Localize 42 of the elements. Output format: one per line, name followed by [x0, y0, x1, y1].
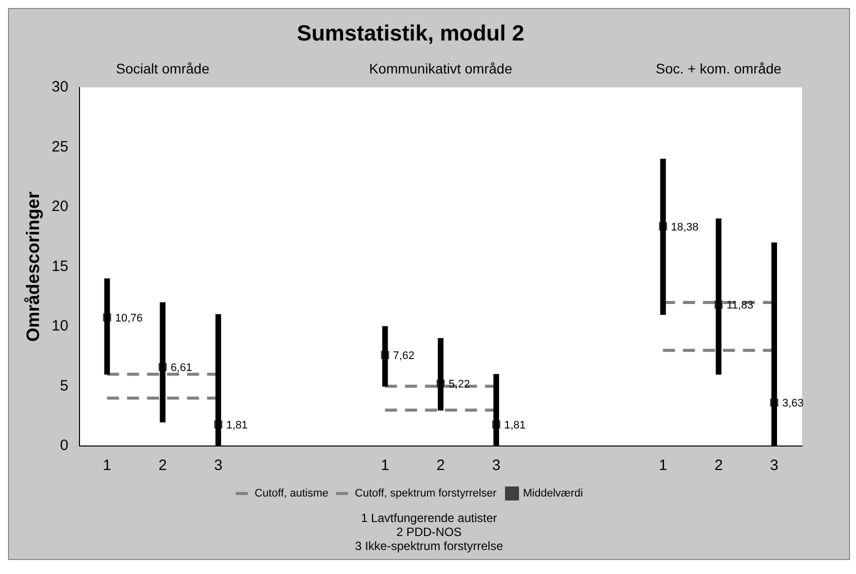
text: 2 PDD-NOS: [396, 525, 462, 539]
text: Socialt område: [116, 60, 210, 76]
x-tick-label: 3: [214, 457, 222, 474]
data-label: 3,63: [782, 398, 804, 410]
data-label: 10,76: [115, 312, 143, 324]
x-tick-label: 1: [380, 457, 390, 474]
bar: [716, 218, 722, 375]
y-axis-title: Områdescoringer: [22, 192, 43, 342]
y-tick-label: 25: [52, 138, 68, 156]
x-tick-label: 1: [658, 457, 668, 474]
data-label: 11,83: [726, 300, 754, 312]
text: Kommunikativt område: [369, 60, 512, 76]
bar: [438, 338, 444, 410]
bar: [660, 158, 666, 315]
text: Soc. + kom. område: [656, 60, 782, 76]
bar: [382, 326, 388, 387]
data-label: 1,81: [226, 419, 248, 432]
legend-label: Cutoff, autisme: [254, 488, 328, 500]
data-label: 1,81: [504, 419, 526, 432]
x-tick-label: 2: [714, 457, 723, 474]
x-tick-label: 2: [158, 457, 167, 474]
bar: [160, 302, 166, 422]
data-label: 5,22: [448, 378, 470, 391]
text: 1 Lavtfungerende autister: [360, 511, 498, 525]
y-tick-label: 0: [60, 437, 68, 454]
legend-label: Cutoff, spektrum forstyrrelser: [354, 488, 497, 500]
legend-label: Middelværdi: [522, 488, 583, 500]
x-tick-label: 3: [492, 457, 500, 474]
y-tick-label: 15: [52, 258, 68, 275]
x-tick-label: 1: [102, 457, 112, 474]
y-tick-label: 30: [52, 78, 68, 96]
text: 3 Ikke-spektrum forstyrrelse: [354, 539, 504, 553]
y-tick-label: 5: [60, 377, 68, 394]
y-tick-label: 10: [52, 318, 68, 335]
x-tick-label: 2: [436, 457, 445, 474]
data-label: 6,61: [170, 362, 192, 374]
x-tick-label: 3: [770, 457, 778, 474]
y-tick-label: 20: [52, 198, 68, 216]
bar: [104, 278, 110, 375]
chart-title: Sumstatistik, modul 2: [296, 20, 524, 46]
data-label: 18,38: [671, 221, 699, 234]
data-label: 7,62: [393, 350, 414, 362]
